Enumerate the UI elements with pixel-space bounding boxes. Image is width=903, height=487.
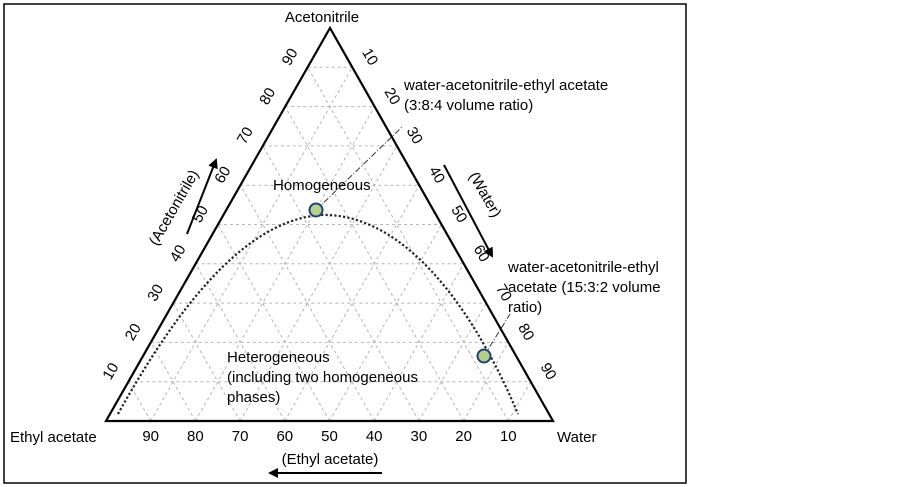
left-tick-label: 90 <box>279 46 302 69</box>
bottom-tick-label: 70 <box>232 428 249 445</box>
grid-line <box>307 67 509 422</box>
left-tick-label: 60 <box>211 163 234 186</box>
left-tick-label: 20 <box>122 321 145 344</box>
binodal-curve <box>117 213 520 415</box>
right-axis-arrow <box>443 164 493 258</box>
bottom-tick-label: 90 <box>142 428 159 445</box>
figure-frame <box>3 3 687 484</box>
right-tick-label: 90 <box>537 360 560 383</box>
bottom-axis-ticks: 90 80 70 60 50 40 30 20 10 <box>142 428 516 445</box>
composition-point-2[interactable] <box>476 348 492 364</box>
point-2-label-line3: ratio) <box>508 299 542 316</box>
bottom-tick-label: 40 <box>366 428 383 445</box>
grid-line <box>217 224 330 422</box>
right-axis-label: (Water) <box>465 169 504 220</box>
region-homogeneous-label: Homogeneous <box>273 177 371 194</box>
left-tick-label: 30 <box>144 281 167 304</box>
right-tick-label: 40 <box>425 163 448 186</box>
right-tick-label: 10 <box>358 46 381 69</box>
vertex-label-right: Water <box>557 429 596 446</box>
left-tick-label: 50 <box>189 203 212 226</box>
right-tick-label: 60 <box>470 242 493 265</box>
right-tick-label: 80 <box>514 321 537 344</box>
grid-line <box>239 145 398 422</box>
composition-point-1[interactable] <box>308 202 324 218</box>
left-tick-label: 70 <box>234 124 257 147</box>
vertex-label-top: Acetonitrile <box>285 9 359 26</box>
grid-line <box>418 302 487 422</box>
region-heterogeneous-label: Heterogeneous <box>227 349 330 366</box>
grid-line <box>172 302 241 422</box>
vertex-label-left: Ethyl acetate <box>10 429 97 446</box>
right-tick-label: 50 <box>447 203 470 226</box>
right-tick-label: 20 <box>381 85 404 108</box>
ternary-grid <box>127 66 532 422</box>
grid-line <box>150 67 353 422</box>
grid-line <box>373 263 465 422</box>
region-heterogeneous-note: (including two homogeneous <box>227 369 418 386</box>
left-tick-label: 80 <box>256 85 279 108</box>
bottom-tick-label: 60 <box>276 428 293 445</box>
point-2-label-line2: acetate (15:3:2 volume <box>508 279 661 296</box>
grid-line <box>127 381 152 422</box>
bottom-tick-label: 10 <box>500 428 517 445</box>
region-heterogeneous-note-2: phases) <box>227 389 280 406</box>
bottom-axis-label: (Ethyl acetate) <box>282 451 379 468</box>
point-2-label-line1: water-acetonitrile-ethyl <box>507 259 659 276</box>
ternary-triangle <box>104 25 555 423</box>
right-tick-label: 30 <box>403 124 426 147</box>
point-1-label-line1: water-acetonitrile-ethyl acetate <box>403 77 608 94</box>
left-tick-label: 40 <box>167 242 190 265</box>
grid-line <box>507 381 532 422</box>
left-axis-arrow <box>186 158 218 235</box>
point-1-label-line2: (3:8:4 volume ratio) <box>404 97 533 114</box>
grid-line <box>329 224 442 422</box>
bottom-tick-label: 50 <box>321 428 338 445</box>
bottom-tick-label: 80 <box>187 428 204 445</box>
right-tick-label: 70 <box>492 281 515 304</box>
left-tick-label: 10 <box>99 360 122 383</box>
tie-line-lower <box>483 313 511 357</box>
tie-line-upper <box>315 126 403 211</box>
bottom-tick-label: 30 <box>411 428 428 445</box>
grid-line <box>262 145 420 422</box>
grid-line <box>195 263 286 422</box>
bottom-tick-label: 20 <box>455 428 472 445</box>
